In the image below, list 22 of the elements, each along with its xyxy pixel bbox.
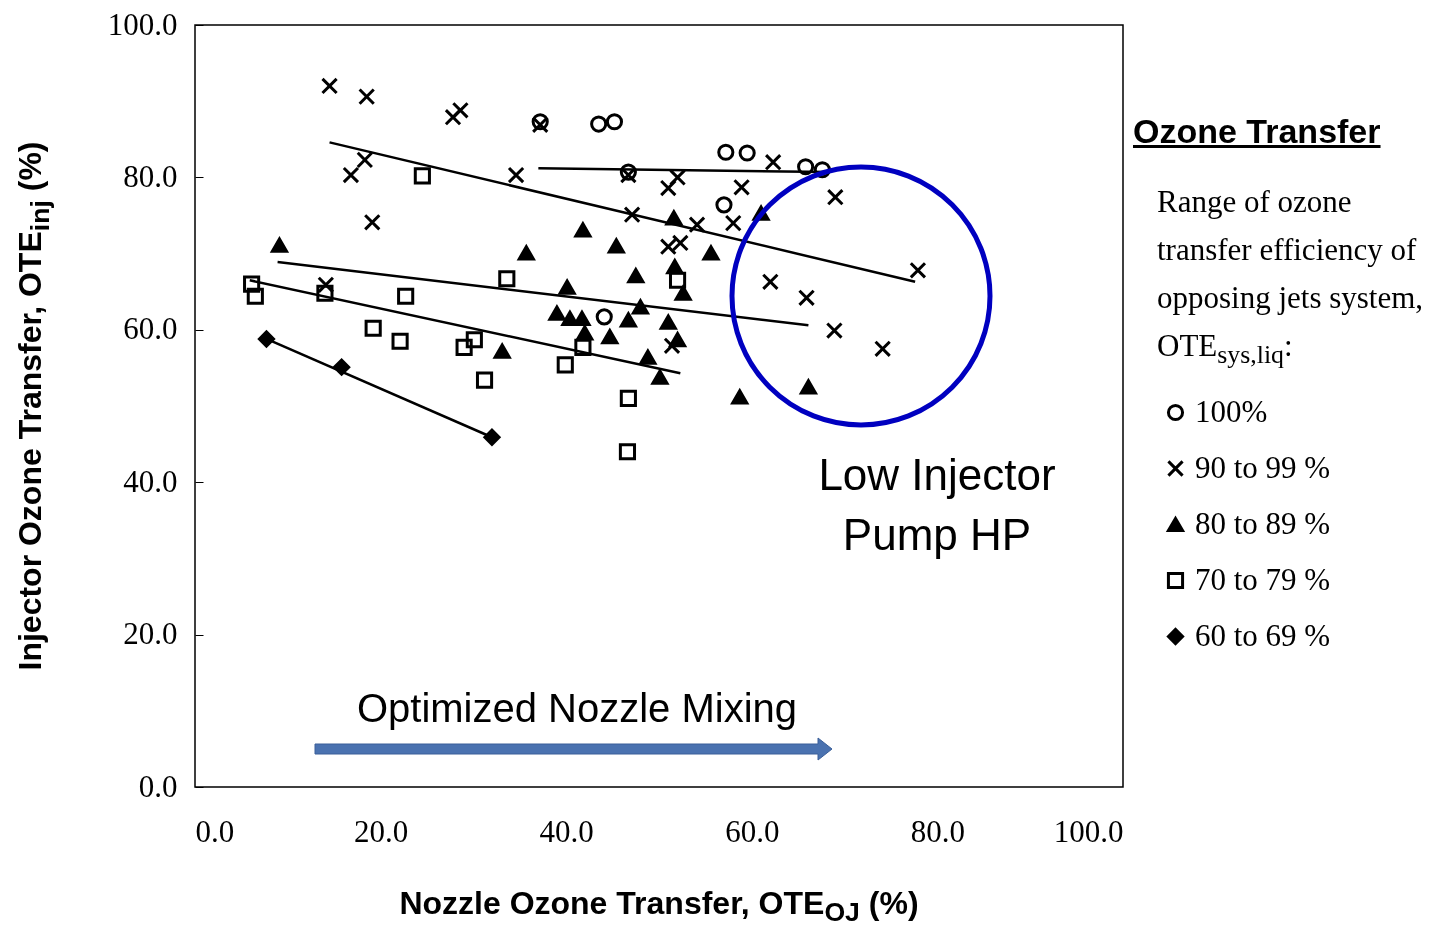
y-tick-label: 20.0 (123, 616, 178, 652)
legend-label: 80 to 89 % (1195, 505, 1331, 541)
y-tick-label: 80.0 (123, 158, 178, 194)
y-tick-label: 100.0 (107, 6, 178, 42)
x-tick-label: 40.0 (539, 813, 594, 849)
legend-label: 100% (1195, 393, 1268, 429)
y-tick-label: 60.0 (123, 311, 178, 347)
x-tick-label: 60.0 (725, 813, 780, 849)
annotation: Optimized Nozzle Mixing (356, 685, 798, 731)
x-axis-title: Nozzle Ozone Transfer, OTE$_{OJ}$ (%) (399, 885, 919, 929)
text: Ozone Transfer (1133, 112, 1381, 151)
x-tick-label: 100.0 (1053, 813, 1124, 849)
y-tick-label: 0.0 (138, 768, 178, 804)
legend-title: Range of ozone transfer efficiency of opposing jets system, OTE$_{sys,liq}$: (1157, 183, 1425, 372)
legend-label: 90 to 99 % (1195, 449, 1331, 485)
x-tick-label: 0.0 (195, 813, 235, 849)
x-tick-label: 20.0 (353, 813, 409, 849)
annotation: Low Injector Pump HP (818, 449, 1056, 561)
x-tick-label: 80.0 (910, 813, 966, 849)
legend-label: 70 to 79 % (1195, 561, 1331, 597)
legend-label: 60 to 69 % (1195, 617, 1331, 653)
y-tick-label: 40.0 (123, 463, 178, 499)
